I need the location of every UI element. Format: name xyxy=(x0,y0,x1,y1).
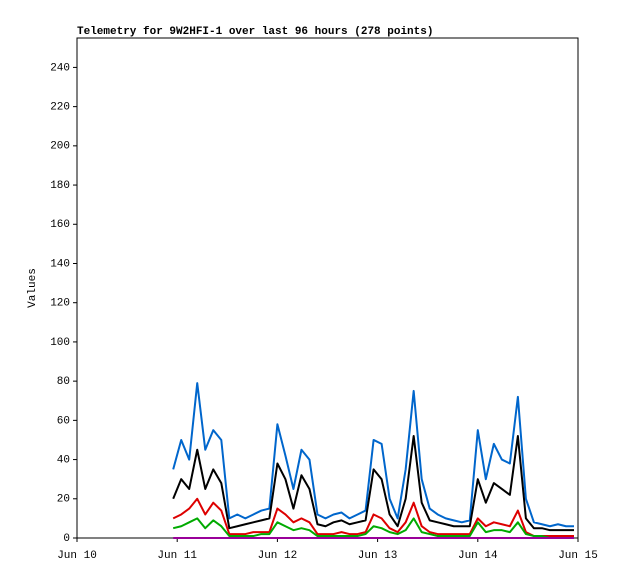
series-line xyxy=(172,497,574,538)
y-tick-label: 20 xyxy=(57,494,70,506)
y-tick-label: 60 xyxy=(57,415,70,427)
x-tick-label: Jun 13 xyxy=(358,550,398,562)
y-tick-label: 140 xyxy=(50,258,70,270)
y-tick-label: 200 xyxy=(50,141,70,153)
series-line xyxy=(172,382,574,528)
x-tick-label: Jun 11 xyxy=(157,550,197,562)
y-tick-label: 0 xyxy=(63,533,70,545)
y-tick-label: 220 xyxy=(50,102,70,114)
x-tick-label: Jun 12 xyxy=(258,550,298,562)
y-tick-label: 40 xyxy=(57,454,70,466)
y-tick-label: 160 xyxy=(50,219,70,231)
y-tick-label: 180 xyxy=(50,180,70,192)
y-tick-label: 80 xyxy=(57,376,70,388)
y-axis-label: Values xyxy=(27,268,39,308)
series-line xyxy=(172,435,574,532)
plot-frame xyxy=(76,37,579,539)
y-tick-label: 240 xyxy=(50,62,70,74)
chart-title: Telemetry for 9W2HFI-1 over last 96 hour… xyxy=(77,26,433,38)
y-tick-label: 100 xyxy=(50,337,70,349)
series-line xyxy=(172,517,574,539)
x-tick-label: Jun 14 xyxy=(458,550,498,562)
y-tick-label: 120 xyxy=(50,298,70,310)
x-tick-label: Jun 10 xyxy=(57,550,97,562)
x-tick-label: Jun 15 xyxy=(558,550,598,562)
